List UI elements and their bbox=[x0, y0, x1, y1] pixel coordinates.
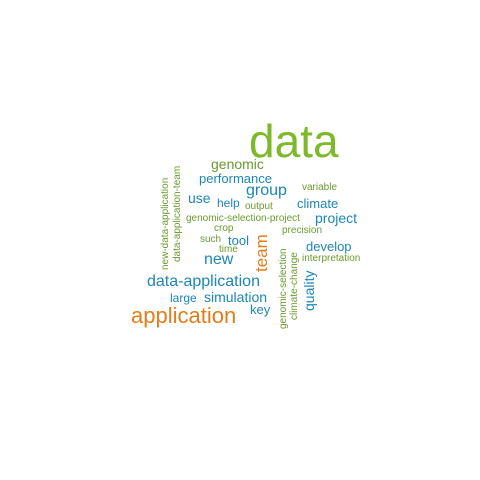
word-performance: performance bbox=[199, 171, 272, 186]
word-genomic-selection-project: genomic-selection-project bbox=[186, 213, 300, 224]
word-data-application: data-application bbox=[147, 273, 260, 290]
word-climate-change: climate-change bbox=[289, 252, 300, 320]
word-develop: develop bbox=[306, 239, 352, 254]
word-project: project bbox=[315, 210, 358, 226]
word-help: help bbox=[217, 196, 240, 210]
word-application: application bbox=[131, 303, 237, 328]
word-quality: quality bbox=[301, 270, 317, 311]
word-variable: variable bbox=[302, 182, 338, 193]
word-genomic-selection: genomic-selection bbox=[278, 248, 289, 329]
word-interpretation: interpretation bbox=[302, 253, 361, 264]
word-data: data bbox=[249, 115, 339, 167]
word-data-application-team: data-application-team bbox=[172, 165, 183, 262]
word-crop: crop bbox=[214, 223, 234, 234]
word-key: key bbox=[250, 302, 271, 317]
word-large: large bbox=[170, 291, 197, 305]
word-new: new bbox=[204, 251, 234, 268]
word-genomic: genomic bbox=[211, 156, 264, 172]
word-tool: tool bbox=[228, 233, 249, 248]
word-such: such bbox=[200, 234, 222, 245]
word-climate: climate bbox=[297, 196, 339, 211]
word-team: team bbox=[252, 234, 271, 272]
word-precision: precision bbox=[282, 225, 323, 236]
word-time: time bbox=[219, 244, 238, 255]
word-new-data-application: new-data-application bbox=[160, 177, 171, 270]
word-simulation: simulation bbox=[204, 289, 268, 305]
word-use: use bbox=[188, 190, 211, 206]
word-group: group bbox=[246, 182, 287, 199]
word-output: output bbox=[245, 201, 273, 212]
